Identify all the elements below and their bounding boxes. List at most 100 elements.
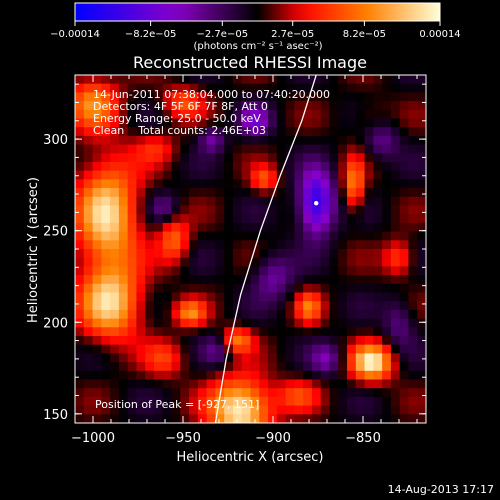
heatmap-cell [110, 101, 120, 111]
heatmap-cell [145, 170, 155, 180]
heatmap-cell [417, 205, 426, 215]
heatmap-cell [417, 83, 426, 93]
heatmap-cell [268, 240, 278, 250]
heatmap-cell [320, 301, 331, 311]
heatmap-cell [303, 283, 313, 294]
heatmap-cell [382, 327, 392, 337]
heatmap-cell [373, 370, 383, 381]
heatmap-cell [355, 257, 366, 267]
heatmap-cell [294, 275, 304, 285]
heatmap-cell [197, 144, 208, 154]
heatmap-cell [136, 144, 146, 154]
heatmap-cell [338, 275, 348, 285]
heatmap-image [75, 75, 426, 423]
heatmap-cell [364, 309, 374, 320]
heatmap-cell [250, 257, 260, 267]
heatmap-cell [153, 353, 164, 363]
chart-title: Reconstructed RHESSI Image [133, 53, 367, 72]
heatmap-cell [268, 83, 278, 93]
heatmap-cell [127, 231, 138, 241]
heatmap-cell [153, 144, 164, 154]
heatmap-cell [153, 83, 164, 93]
heatmap-cell [145, 92, 155, 102]
heatmap-cell [355, 109, 366, 120]
heatmap-cell [180, 301, 190, 311]
heatmap-cell [162, 127, 173, 137]
heatmap-cell [224, 109, 234, 120]
heatmap-cell [364, 170, 374, 180]
heatmap-cell [417, 135, 426, 146]
heatmap-cell [399, 144, 410, 154]
heatmap-cell [136, 309, 146, 320]
heatmap-cell [303, 83, 313, 93]
heatmap-cell [101, 327, 111, 337]
heatmap-cell [338, 362, 348, 372]
heatmap-cell [189, 179, 199, 189]
heatmap-cell [399, 275, 410, 285]
heatmap-cell [320, 196, 331, 207]
heatmap-cell [355, 414, 366, 423]
heatmap-cell [373, 109, 383, 120]
heatmap-cell [75, 283, 85, 294]
heatmap-cell [215, 127, 225, 137]
heatmap-cell [408, 301, 418, 311]
heatmap-cell [197, 405, 208, 415]
heatmap-cell [189, 83, 199, 93]
heatmap-cell [268, 353, 278, 363]
heatmap-cell [320, 257, 331, 267]
heatmap-cell [197, 205, 208, 215]
heatmap-cell [390, 153, 401, 163]
heatmap-cell [101, 92, 111, 102]
heatmap-cell [197, 249, 208, 259]
heatmap-cell [197, 344, 208, 354]
heatmap-cell [338, 249, 348, 259]
heatmap-cell [347, 353, 357, 363]
heatmap-cell [83, 144, 94, 154]
heatmap-cell [83, 292, 94, 302]
heatmap-cell [189, 292, 199, 302]
heatmap-cell [285, 231, 295, 241]
heatmap-cell [215, 109, 225, 120]
colorbar-tick-label: −0.00014 [50, 29, 100, 40]
heatmap-cell [215, 275, 225, 285]
heatmap-cell [399, 327, 410, 337]
heatmap-cell [83, 118, 94, 128]
heatmap-cell [259, 405, 269, 415]
heatmap-cell [232, 396, 243, 407]
heatmap-cell [162, 118, 173, 128]
heatmap-cell [224, 292, 234, 302]
heatmap-cell [171, 362, 181, 372]
heatmap-cell [83, 353, 94, 363]
heatmap-cell [294, 292, 304, 302]
heatmap-cell [382, 336, 392, 346]
heatmap-cell [75, 301, 85, 311]
heatmap-cell [311, 83, 322, 93]
heatmap-cell [303, 362, 313, 372]
heatmap-cell [276, 196, 287, 207]
heatmap-cell [145, 118, 155, 128]
heatmap-cell [101, 240, 111, 250]
heatmap-cell [162, 309, 173, 320]
heatmap-cell [303, 344, 313, 354]
heatmap-cell [250, 144, 260, 154]
heatmap-cell [75, 109, 85, 120]
heatmap-cell [347, 370, 357, 381]
heatmap-cell [206, 153, 217, 163]
heatmap-cell [215, 266, 225, 276]
heatmap-cell [347, 83, 357, 93]
heatmap-cell [110, 205, 120, 215]
heatmap-cell [127, 275, 138, 285]
heatmap-cell [206, 179, 217, 189]
heatmap-cell [408, 353, 418, 363]
heatmap-cell [118, 214, 129, 224]
heatmap-cell [355, 292, 366, 302]
y-tick-label: 300 [43, 133, 68, 148]
heatmap-cell [118, 135, 129, 146]
heatmap-cell [320, 92, 331, 102]
heatmap-cell [232, 188, 243, 198]
heatmap-cell [224, 75, 234, 85]
heatmap-cell [189, 370, 199, 381]
heatmap-cell [390, 275, 401, 285]
heatmap-cell [417, 396, 426, 407]
heatmap-cell [180, 249, 190, 259]
